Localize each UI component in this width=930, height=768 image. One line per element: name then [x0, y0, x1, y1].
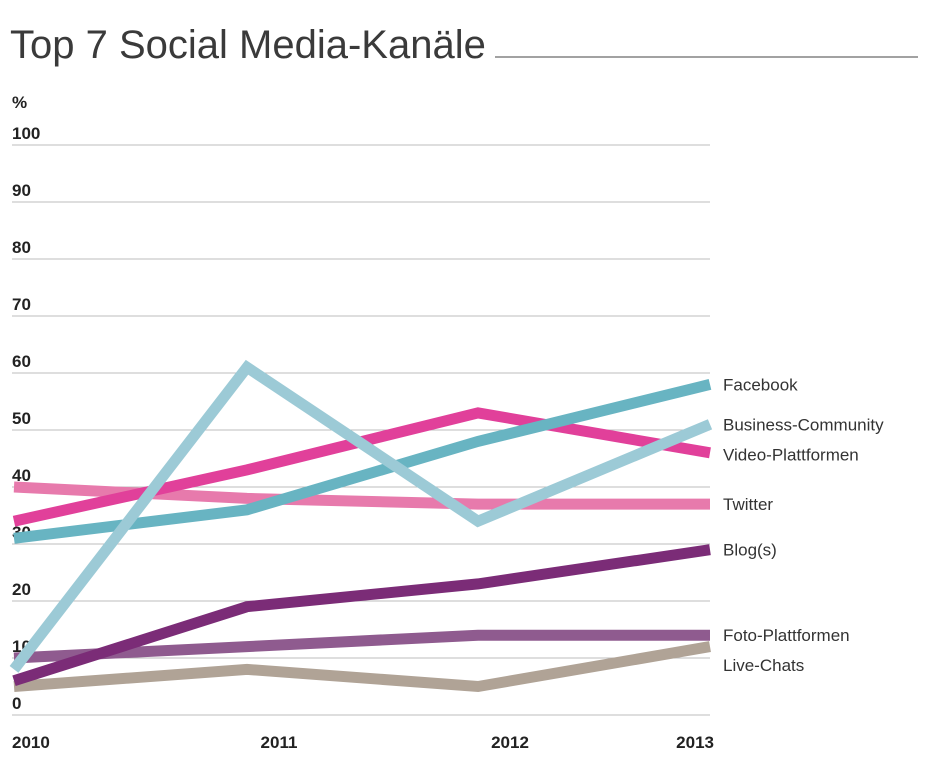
y-tick-label: 70: [12, 295, 31, 314]
y-axis-unit: %: [12, 93, 27, 112]
legend-entry: Facebook: [723, 375, 798, 394]
grid: [12, 144, 710, 716]
legend-entry: Video-Plattformen: [723, 445, 859, 464]
legend: Facebook Business-Community Video-Plattfor…: [723, 375, 884, 675]
y-tick-label: 0: [12, 694, 21, 713]
y-tick-label: 50: [12, 409, 31, 428]
y-tick-label: 20: [12, 580, 31, 599]
legend-entry: Blog(s): [723, 541, 777, 560]
series-line-blog-s-: [12, 544, 711, 687]
y-tick-label: 40: [12, 466, 31, 485]
x-tick-label: 2011: [261, 733, 298, 752]
y-tick-label: 100: [12, 124, 40, 143]
x-tick-label: 2010: [12, 733, 50, 752]
y-tick-label: 80: [12, 238, 31, 257]
series: [9, 359, 713, 693]
x-tick-label: 2013: [676, 733, 714, 752]
series-line-facebook: [13, 379, 712, 544]
legend-entry: Twitter: [723, 495, 773, 514]
series-line-live-chats: [13, 641, 711, 693]
series-line-foto-plattformen: [13, 629, 710, 664]
chart-title: Top 7 Social Media-Kanäle: [10, 23, 486, 67]
series-line-business-community: [9, 359, 713, 673]
legend-entry: Foto-Plattformen: [723, 626, 850, 645]
legend-entry: Live-Chats: [723, 656, 804, 675]
y-tick-label: 60: [12, 352, 31, 371]
x-tick-label: 2012: [491, 733, 529, 752]
x-axis: 2010 2011 2012 2013: [12, 733, 714, 752]
y-tick-label: 90: [12, 181, 31, 200]
legend-entry: Business-Community: [723, 415, 884, 434]
